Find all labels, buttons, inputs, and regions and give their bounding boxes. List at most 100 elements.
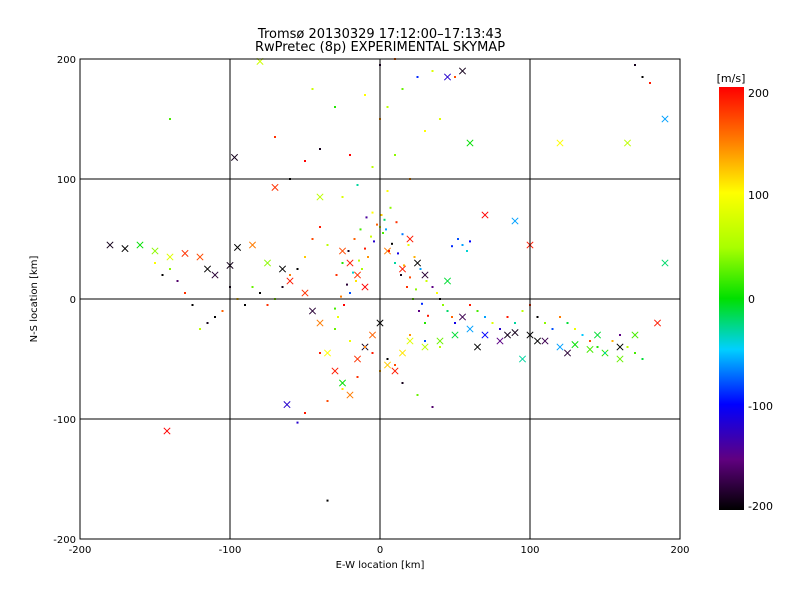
scatter-cross-point [166,253,174,261]
scatter-dot-point [161,274,164,276]
scatter-dot-point [409,334,411,336]
scatter-dot-point [431,406,434,408]
scatter-dot-point [514,322,516,324]
scatter-cross-point [451,331,459,339]
scatter-dot-point [413,256,416,258]
scatter-dot-point [451,316,453,318]
scatter-dot-point [401,382,404,384]
scatter-dot-point [296,268,299,270]
scatter-dot-point [476,310,479,312]
scatter-dot-point [416,76,419,78]
scatter-dot-point [406,286,408,288]
scatter-cross-point [181,249,189,257]
scatter-cross-point [286,277,294,285]
scatter-dot-point [439,118,441,120]
scatter-cross-point [458,67,467,75]
colorbar-tick-label: 200 [748,87,769,100]
scatter-dot-point [355,280,357,282]
scatter-cross-point [661,259,669,267]
scatter-cross-point [631,331,639,339]
scatter-dot-point [454,76,456,78]
scatter-dot-point [371,166,374,168]
scatter-dot-point [382,232,384,234]
scatter-dot-point [626,346,629,348]
scatter-cross-point [481,331,489,339]
scatter-dot-point [484,316,486,318]
scatter-dot-point [499,328,501,330]
scatter-dot-point [364,346,366,348]
scatter-dot-point [349,340,351,342]
scatter-dot-point [506,316,509,318]
y-tick-label: 200 [57,55,76,66]
scatter-dot-point [419,268,422,270]
scatter-dot-point [191,304,194,306]
y-tick-label: 100 [57,175,76,186]
scatter-dot-point [319,352,321,354]
scatter-dot-point [371,352,374,354]
plot-frame [79,58,681,540]
scatter-dot-point [641,358,644,360]
scatter-dot-point [361,268,363,270]
scatter-dot-point [386,358,389,360]
scatter-cross-point [541,337,549,345]
scatter-cross-point [406,337,414,345]
scatter-cross-point [353,355,362,363]
scatter-cross-point [458,313,467,321]
scatter-cross-point [383,247,392,255]
scatter-dot-point [334,307,336,310]
scatter-dot-point [304,412,306,414]
scatter-dot-point [424,340,426,342]
scatter-dot-point [389,206,392,209]
scatter-dot-point [319,226,321,228]
scatter-cross-point [586,345,594,353]
scatter-cross-point [473,343,482,351]
scatter-cross-point [211,271,219,279]
colorbar-tick-label: 100 [748,189,769,202]
scatter-dot-point [394,154,396,156]
scatter-layer [106,57,669,502]
scatter-dot-point [334,106,336,108]
scatter-dot-point [416,394,419,396]
scatter-cross-point [346,391,354,399]
scatter-dot-point [356,184,359,186]
scatter-dot-point [425,280,428,282]
scatter-cross-point [283,401,291,409]
scatter-dot-point [385,228,387,231]
scatter-dot-point [491,322,494,324]
scatter-dot-point [296,421,299,424]
scatter-dot-point [566,322,569,324]
scatter-dot-point [383,218,386,221]
scatter-dot-point [340,295,342,298]
scatter-cross-point [233,243,242,251]
scatter-dot-point [634,64,636,66]
scatter-cross-point [383,361,392,369]
scatter-cross-point [571,341,579,349]
scatter-cross-point [316,193,324,201]
scatter-cross-point [301,289,309,297]
scatter-dot-point [380,214,383,216]
scatter-cross-point [308,307,317,315]
scatter-cross-point [361,283,369,291]
y-axis-label: N-S location [km] [29,256,40,343]
scatter-dot-point [391,242,393,245]
scatter-cross-point [406,235,414,243]
scatter-dot-point [199,328,201,330]
scatter-dot-point [341,262,344,264]
scatter-dot-point [214,316,216,318]
scatter-cross-point [481,211,489,219]
scatter-cross-point [421,271,429,279]
scatter-dot-point [409,276,411,279]
scatter-cross-point [421,343,429,351]
scatter-cross-point [556,139,564,147]
scatter-dot-point [304,256,306,258]
x-axis-label: E-W location [km] [336,560,425,571]
scatter-dot-point [251,286,254,288]
scatter-cross-point [391,367,399,375]
scatter-dot-point [424,130,426,132]
scatter-cross-point [263,259,272,267]
scatter-dot-point [365,216,368,219]
scatter-dot-point [349,292,351,294]
scatter-cross-point [661,115,669,123]
scatter-dot-point [596,346,599,348]
y-tick-label: -200 [53,535,76,546]
